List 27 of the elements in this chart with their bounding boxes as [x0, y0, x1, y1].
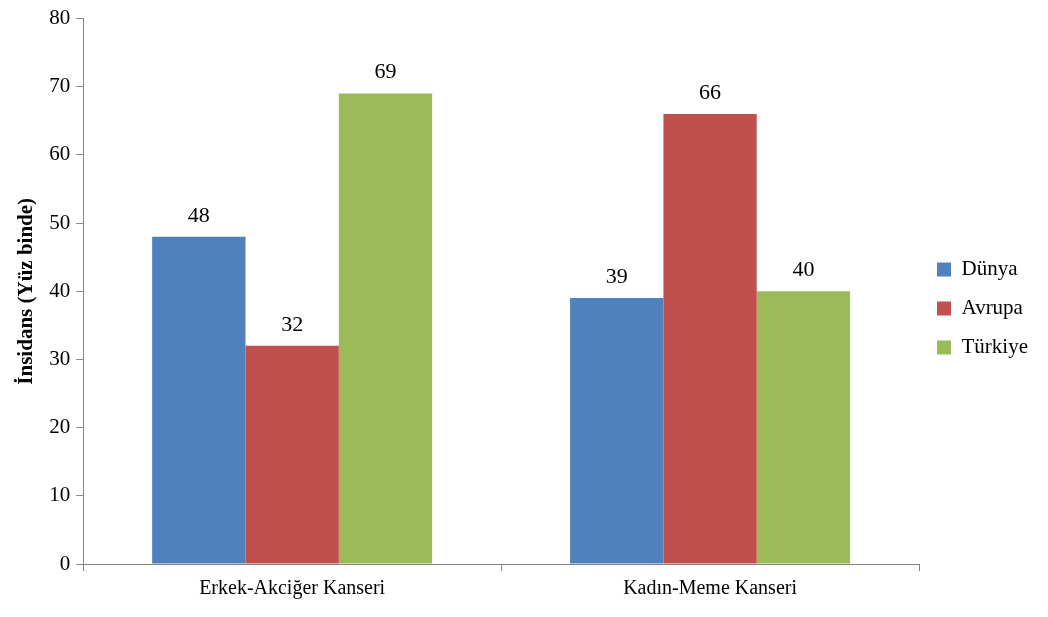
y-tick-label: 80	[49, 5, 71, 30]
legend-label: Avrupa	[961, 295, 1024, 320]
data-label: 66	[699, 78, 722, 104]
bar	[756, 291, 851, 564]
bar	[663, 114, 757, 564]
data-label: 39	[605, 262, 628, 288]
y-tick-label: 0	[59, 550, 71, 575]
y-tick-label: 30	[49, 345, 71, 370]
y-tick-label: 70	[49, 73, 71, 98]
data-label: 69	[374, 58, 397, 84]
bar	[338, 93, 433, 564]
x-tick-label: Kadın-Meme Kanseri	[623, 576, 798, 599]
data-label: 32	[281, 310, 304, 336]
data-label: 40	[792, 256, 815, 282]
y-tick-label: 20	[49, 414, 71, 439]
legend-label: Dünya	[961, 256, 1019, 281]
bar	[570, 298, 664, 564]
data-label: 48	[187, 201, 210, 227]
bar	[245, 345, 339, 564]
y-tick-label: 40	[49, 277, 71, 302]
y-tick-label: 60	[49, 141, 71, 166]
x-tick-label: Erkek-Akciğer Kanseri	[199, 576, 386, 600]
y-tick-label: 10	[49, 482, 71, 507]
y-axis-title: İnsidans (Yüz binde)	[13, 197, 38, 385]
bar	[152, 236, 246, 564]
legend-label: Türkiye	[961, 334, 1029, 359]
y-tick-label: 50	[49, 209, 71, 234]
